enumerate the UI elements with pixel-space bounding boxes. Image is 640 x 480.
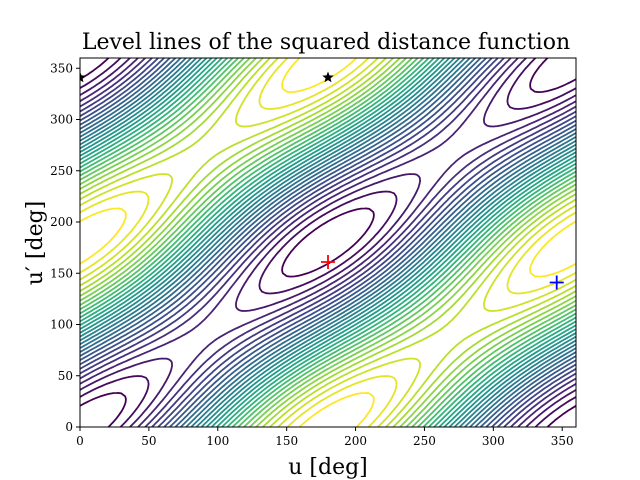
contour-level	[80, 58, 576, 427]
y-tick-label: 0	[65, 420, 73, 434]
x-tick-label: 200	[344, 434, 367, 448]
contour-level	[80, 58, 576, 427]
chart-title: Level lines of the squared distance func…	[82, 30, 570, 55]
y-tick-label: 100	[50, 318, 73, 332]
contour-level	[80, 58, 576, 427]
x-tick-label: 300	[482, 434, 505, 448]
x-tick-label: 0	[76, 434, 84, 448]
maximum-marker	[321, 254, 335, 269]
contour-level	[80, 58, 576, 427]
contour-level	[80, 58, 576, 427]
contour-level	[80, 58, 576, 427]
x-tick-label: 350	[551, 434, 574, 448]
y-tick-label: 350	[50, 61, 73, 75]
y-tick-label: 200	[50, 215, 73, 229]
saddle-marker	[322, 71, 334, 83]
point-markers	[80, 71, 564, 290]
contour-level	[80, 58, 576, 427]
contour-level	[80, 58, 576, 427]
x-tick-label: 150	[275, 434, 298, 448]
x-axis-label: u [deg]	[288, 455, 368, 480]
x-tick-label: 50	[141, 434, 156, 448]
contour-level	[80, 58, 576, 427]
minimum-marker	[549, 275, 564, 290]
plot-frame	[79, 57, 577, 428]
x-tick-label: 100	[206, 434, 229, 448]
contour-level	[80, 58, 576, 427]
y-tick-label: 50	[58, 369, 73, 383]
contour-level	[80, 58, 576, 427]
y-axis-ticks: 0 50 100 150 200 250 300 350	[50, 61, 80, 434]
y-tick-label: 150	[50, 266, 73, 280]
contour-level	[80, 58, 576, 427]
y-tick-label: 300	[50, 113, 73, 127]
contour-level	[80, 58, 576, 427]
x-tick-label: 250	[413, 434, 436, 448]
contour-level	[80, 58, 576, 427]
y-tick-label: 250	[50, 164, 73, 178]
contour-level	[80, 58, 576, 427]
contour-level	[80, 58, 576, 427]
contour-lines	[80, 58, 576, 427]
saddle-edge-marker	[80, 71, 86, 83]
y-axis-label: u′ [deg]	[23, 201, 48, 286]
contour-level	[80, 58, 576, 427]
contour-level	[80, 58, 576, 427]
contour-level	[80, 58, 576, 427]
contour-level	[80, 58, 576, 427]
x-axis-ticks: 0 50 100 150 200 250 300 350	[76, 427, 574, 448]
contour-level	[80, 58, 576, 427]
